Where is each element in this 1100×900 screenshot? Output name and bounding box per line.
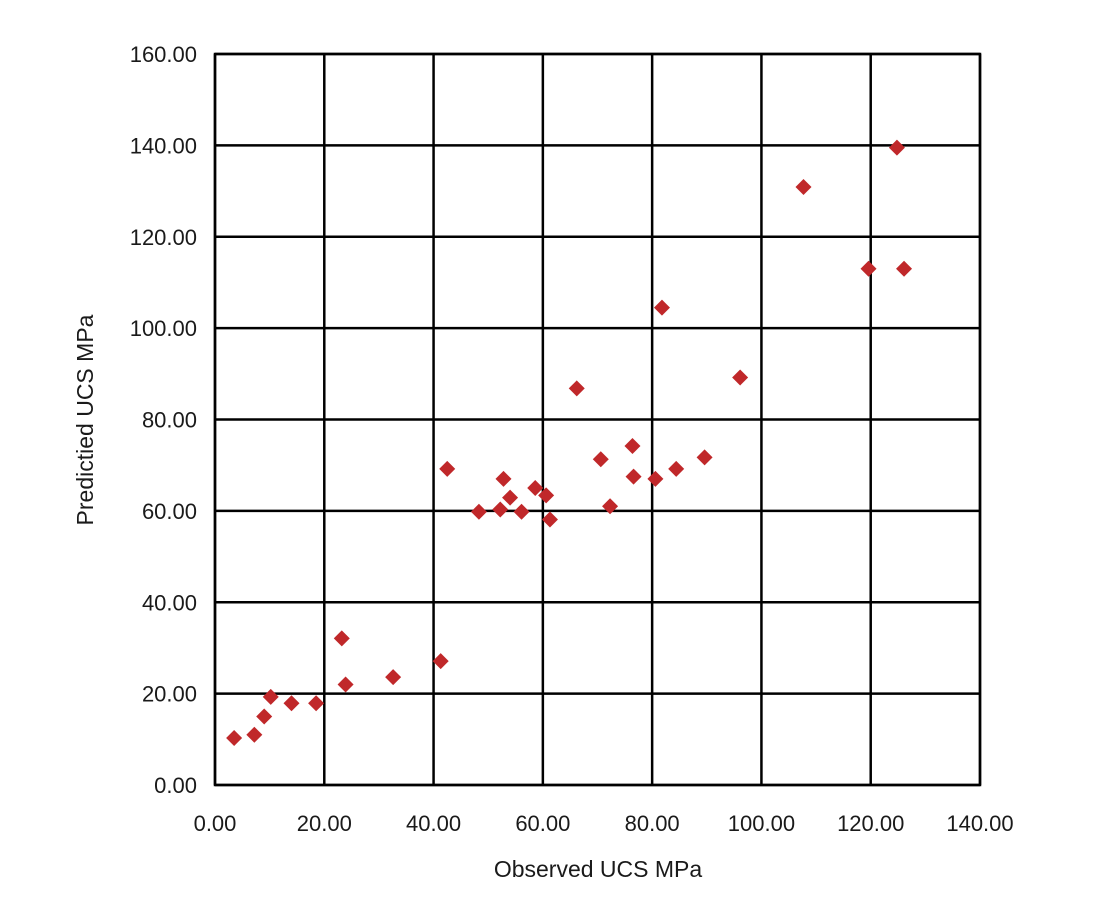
data-point-marker — [795, 178, 812, 195]
x-tick-label: 100.00 — [728, 811, 795, 836]
y-tick-label: 120.00 — [130, 225, 197, 250]
data-point-marker — [860, 260, 877, 277]
data-point-marker — [308, 695, 325, 712]
y-tick-label: 160.00 — [130, 42, 197, 67]
data-point-marker — [337, 676, 354, 693]
data-point-marker — [246, 726, 263, 743]
data-point-marker — [888, 139, 905, 156]
data-point-marker — [653, 299, 670, 316]
y-tick-label: 60.00 — [142, 499, 197, 524]
data-point-marker — [568, 380, 585, 397]
grid-lines — [213, 52, 982, 787]
data-point-marker — [896, 260, 913, 277]
x-axis-title: Observed UCS MPa — [494, 856, 703, 882]
data-point-marker — [513, 503, 530, 520]
data-point-marker — [432, 653, 449, 670]
x-tick-label: 120.00 — [837, 811, 904, 836]
data-point-marker — [256, 708, 273, 725]
data-point-marker — [502, 489, 519, 506]
data-point-marker — [624, 437, 641, 454]
data-point-marker — [262, 688, 279, 705]
y-tick-label: 20.00 — [142, 682, 197, 707]
y-tick-label: 40.00 — [142, 590, 197, 615]
data-point-marker — [527, 480, 544, 497]
data-point-marker — [732, 369, 749, 386]
x-tick-label: 20.00 — [297, 811, 352, 836]
plot-area-frame — [213, 52, 982, 787]
data-points — [226, 139, 913, 746]
y-axis-tick-labels: 0.00 20.00 40.00 60.00 80.00 100.00 120.00 140.… — [130, 42, 197, 798]
data-point-marker — [625, 468, 642, 485]
data-point-marker — [283, 695, 300, 712]
x-tick-label: 80.00 — [625, 811, 680, 836]
data-point-marker — [492, 501, 509, 518]
data-point-marker — [602, 498, 619, 515]
x-tick-label: 40.00 — [406, 811, 461, 836]
data-point-marker — [333, 630, 350, 647]
x-tick-label: 0.00 — [194, 811, 237, 836]
x-tick-label: 60.00 — [515, 811, 570, 836]
data-point-marker — [668, 460, 685, 477]
data-point-marker — [226, 729, 243, 746]
y-axis-title: Predictied UCS MPa — [72, 314, 98, 525]
data-point-marker — [541, 511, 558, 528]
data-point-marker — [439, 460, 456, 477]
data-point-marker — [495, 470, 512, 487]
y-tick-label: 80.00 — [142, 408, 197, 433]
data-point-marker — [538, 487, 555, 504]
y-tick-label: 100.00 — [130, 316, 197, 341]
x-axis-tick-labels: 0.00 20.00 40.00 60.00 80.00 100.00 120.00 140.… — [194, 811, 1014, 836]
y-tick-label: 140.00 — [130, 133, 197, 158]
x-tick-label: 140.00 — [946, 811, 1013, 836]
data-point-marker — [696, 449, 713, 466]
y-tick-label: 0.00 — [154, 773, 197, 798]
data-point-marker — [592, 451, 609, 468]
data-point-marker — [385, 669, 402, 686]
data-point-marker — [647, 470, 664, 487]
data-point-marker — [470, 503, 487, 520]
